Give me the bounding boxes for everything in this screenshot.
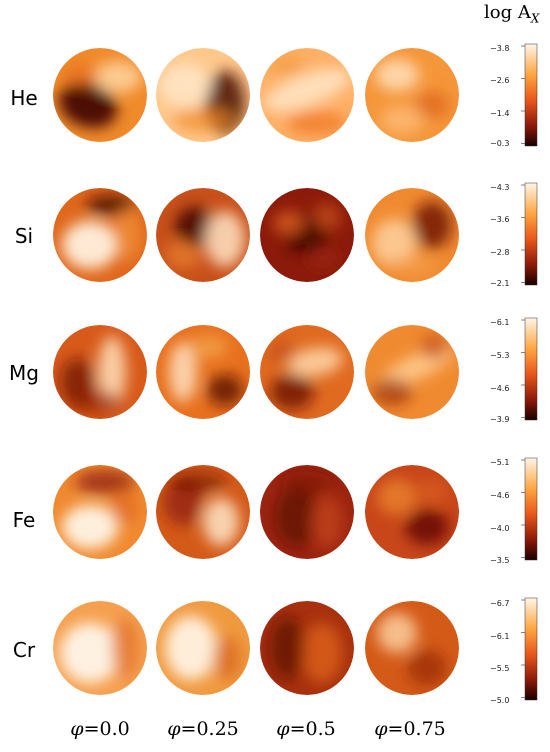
surface-map-mg-phase-1 — [156, 325, 250, 419]
surface-map-cr-phase-0 — [53, 601, 147, 695]
surface-map-fe-phase-0 — [53, 465, 147, 559]
surface-map-fe-phase-3 — [365, 465, 459, 559]
surface-map-si-phase-2 — [260, 188, 354, 282]
row-label-fe: Fe — [12, 508, 36, 532]
cb-tick: −6.7 — [490, 599, 510, 608]
surface-map-he-phase-0 — [53, 48, 147, 142]
surface-map-he-phase-1 — [156, 48, 250, 142]
cb-tick: −4.0 — [490, 524, 510, 533]
surface-map-mg-phase-3 — [365, 325, 459, 419]
surface-map-he-phase-2 — [260, 48, 354, 142]
row-label-cr: Cr — [12, 638, 36, 662]
colorbar-title: log AX — [484, 2, 540, 26]
cb-tick: −0.3 — [490, 139, 510, 148]
surface-map-fe-phase-1 — [156, 465, 250, 559]
cb-tick: −6.1 — [490, 318, 510, 327]
colorbar-he — [524, 43, 538, 147]
surface-map-cr-phase-2 — [260, 601, 354, 695]
row-label-he: He — [10, 86, 38, 110]
cb-tick: −3.6 — [490, 215, 510, 224]
cb-tick: −1.4 — [490, 109, 510, 118]
cb-tick: −2.1 — [490, 279, 510, 288]
cb-tick: −4.6 — [490, 384, 510, 393]
cb-tick: −4.6 — [490, 491, 510, 500]
phase-label-0: φ=0.0 — [70, 718, 130, 740]
colorbar-mg — [524, 317, 538, 421]
surface-map-fe-phase-2 — [260, 465, 354, 559]
cb-tick: −3.5 — [490, 556, 510, 565]
surface-map-mg-phase-2 — [260, 325, 354, 419]
cb-tick: −2.8 — [490, 248, 510, 257]
surface-map-mg-phase-0 — [53, 325, 147, 419]
phase-label-3: φ=0.75 — [374, 718, 446, 740]
cb-tick: −5.5 — [490, 664, 510, 673]
cb-tick: −5.1 — [490, 458, 510, 467]
surface-map-si-phase-3 — [365, 188, 459, 282]
cb-tick: −3.9 — [490, 415, 510, 424]
surface-map-cr-phase-1 — [156, 601, 250, 695]
cb-tick: −6.1 — [490, 632, 510, 641]
cb-tick: −5.0 — [490, 696, 510, 705]
surface-map-he-phase-3 — [365, 48, 459, 142]
phase-label-1: φ=0.25 — [167, 718, 239, 740]
colorbar-fe — [524, 457, 538, 561]
surface-map-cr-phase-3 — [365, 601, 459, 695]
surface-map-si-phase-0 — [53, 188, 147, 282]
cb-tick: −2.6 — [490, 76, 510, 85]
cb-tick: −4.3 — [490, 183, 510, 192]
surface-map-si-phase-1 — [156, 188, 250, 282]
colorbar-cr — [524, 597, 538, 701]
row-label-si: Si — [14, 224, 34, 248]
row-label-mg: Mg — [9, 361, 39, 385]
colorbar-si — [524, 182, 538, 286]
phase-label-2: φ=0.5 — [276, 718, 336, 740]
cb-tick: −3.8 — [490, 44, 510, 53]
cb-tick: −5.3 — [490, 351, 510, 360]
